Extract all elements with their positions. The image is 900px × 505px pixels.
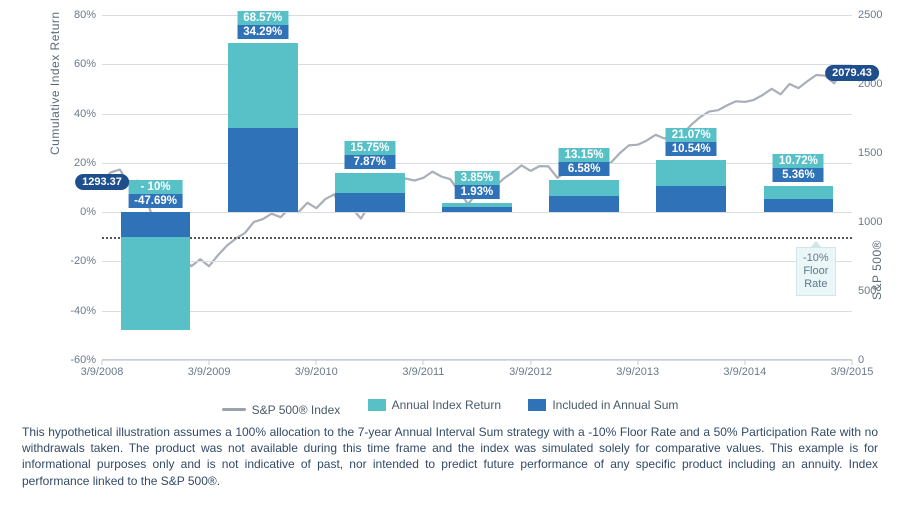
x-tick-mark	[209, 360, 210, 365]
bar-included-in-annual-sum	[442, 207, 512, 212]
bar-value-label: 10.72%5.36%	[773, 154, 824, 182]
x-tick-label: 3/9/2011	[402, 366, 444, 378]
legend-included: Included in Annual Sum	[528, 398, 678, 412]
bar-value-label: 15.75%7.87%	[344, 141, 395, 169]
legend: S&P 500® Index Annual Index Return Inclu…	[0, 398, 900, 417]
x-tick-mark	[637, 360, 638, 365]
legend-sp500-label: S&P 500® Index	[252, 403, 341, 417]
sp500-end-badge: 2079.43	[825, 65, 879, 81]
bar-included-in-annual-sum	[656, 186, 726, 212]
chart-container: Cumulative Index Return S&P 500® -60%-40…	[40, 10, 870, 390]
sp500-start-badge: 1293.37	[75, 174, 129, 190]
y-tick-right: 1000	[858, 216, 882, 228]
bar-value-label: 68.57%34.29%	[237, 11, 288, 39]
x-tick-label: 3/9/2014	[723, 366, 766, 378]
bar-value-label: 21.07%10.54%	[666, 128, 717, 156]
legend-annual: Annual Index Return	[368, 398, 501, 412]
x-tick-mark	[530, 360, 531, 365]
x-tick-label: 3/9/2010	[295, 366, 338, 378]
bar-value-label: 3.85%1.93%	[455, 171, 500, 199]
y-tick-left: -60%	[70, 354, 96, 366]
disclaimer-text: This hypothetical illustration assumes a…	[22, 424, 878, 489]
bar-group: 13.15%6.58%	[549, 15, 619, 360]
y-tick-left: 20%	[74, 157, 96, 169]
line-swatch-icon	[222, 408, 246, 411]
bar-group: 10.72%5.36%	[764, 15, 834, 360]
legend-annual-label: Annual Index Return	[392, 398, 501, 412]
bar-group: 15.75%7.87%	[335, 15, 405, 360]
y-tick-right: 1500	[858, 147, 882, 159]
y-tick-right: 2500	[858, 9, 882, 21]
x-tick-mark	[316, 360, 317, 365]
x-tick-label: 3/9/2012	[509, 366, 552, 378]
bar-group: 68.57%34.29%	[228, 15, 298, 360]
y-tick-left: -20%	[70, 255, 96, 267]
x-tick-mark	[852, 360, 853, 365]
bar-value-label: 13.15%6.58%	[559, 148, 610, 176]
square-swatch-icon	[528, 399, 546, 411]
x-tick-label: 3/9/2009	[188, 366, 231, 378]
y-tick-left: 40%	[74, 108, 96, 120]
x-tick-mark	[423, 360, 424, 365]
bar-included-in-annual-sum	[764, 199, 834, 212]
y-tick-right: 0	[858, 354, 864, 366]
floor-rate-annotation: -10%FloorRate	[796, 247, 836, 297]
y-tick-left: 0%	[80, 206, 96, 218]
bar-value-label: - 10%-47.69%	[128, 180, 183, 208]
bar-group: 21.07%10.54%	[656, 15, 726, 360]
bar-group: 3.85%1.93%	[442, 15, 512, 360]
bar-group: - 10%-47.69%	[121, 15, 191, 360]
bar-included-in-annual-sum	[549, 196, 619, 212]
bar-included-in-annual-sum	[121, 212, 191, 237]
y-tick-left: 80%	[74, 9, 96, 21]
bar-included-in-annual-sum	[335, 193, 405, 212]
x-tick-mark	[744, 360, 745, 365]
y-tick-left: -40%	[70, 305, 96, 317]
gridline	[102, 360, 852, 361]
legend-included-label: Included in Annual Sum	[552, 398, 678, 412]
y-axis-left-label: Cumulative Index Return	[48, 11, 62, 155]
x-tick-label: 3/9/2008	[81, 366, 124, 378]
x-tick-label: 3/9/2013	[616, 366, 659, 378]
legend-sp500: S&P 500® Index	[222, 403, 341, 417]
y-tick-left: 60%	[74, 58, 96, 70]
plot-area: -60%-40%-20%0%20%40%60%80%05001000150020…	[102, 15, 852, 360]
x-tick-label: 3/9/2015	[831, 366, 874, 378]
y-tick-right: 500	[858, 285, 876, 297]
square-swatch-icon	[368, 399, 386, 411]
bar-included-in-annual-sum	[228, 128, 298, 213]
x-tick-mark	[102, 360, 103, 365]
